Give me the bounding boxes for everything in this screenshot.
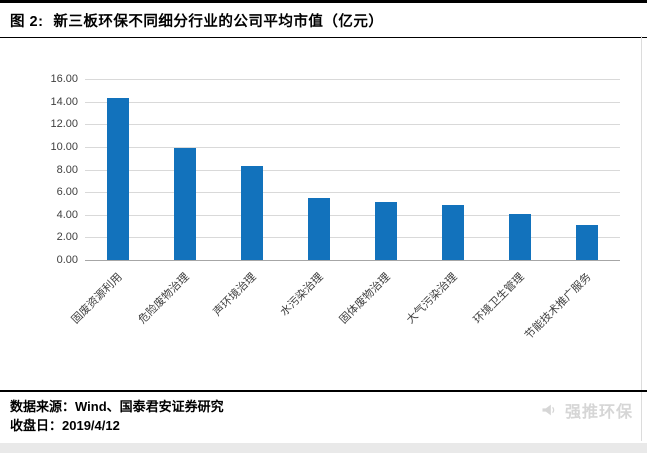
- chart-area: 0.00 2.00 4.00 6.00 8.00 10.00 12.00 14.00 16.00…: [0, 35, 647, 390]
- y-tick-label: 14.00: [50, 95, 78, 108]
- bar-声环境治理: [241, 166, 264, 260]
- gridline: [85, 237, 620, 239]
- close-date-line: 收盘日：2019/4/12: [10, 416, 637, 435]
- x-tick-label: 水污染治理: [278, 271, 326, 319]
- figure-header: 图 2: 新三板环保不同细分行业的公司平均市值（亿元）: [0, 0, 647, 38]
- gridline: [85, 79, 620, 80]
- x-tick-label: 固废资源利用: [69, 271, 126, 327]
- y-tick-label: 10.00: [50, 140, 78, 153]
- y-tick-label: 0.00: [56, 254, 78, 266]
- gridline: [85, 124, 620, 126]
- y-tick-label: 16.00: [50, 73, 78, 85]
- y-tick-label: 4.00: [56, 208, 78, 221]
- x-tick-label: 节能技术推广服务: [522, 271, 594, 342]
- gridline: [85, 214, 620, 216]
- watermark-text: 强推环保: [564, 404, 633, 421]
- bar-危险废物治理: [174, 148, 197, 260]
- bar-水污染治理: [308, 197, 331, 260]
- data-source-line: 数据来源：Wind、国泰君安证券研究: [10, 397, 637, 416]
- x-tick-label: 大气污染治理: [404, 271, 460, 327]
- gridline: [85, 169, 620, 171]
- y-tick-label: 6.00: [56, 186, 78, 199]
- x-tick-label: 固体废物治理: [337, 271, 393, 327]
- x-tick-label: 危险废物治理: [136, 271, 192, 327]
- x-axis-line: [85, 260, 620, 261]
- close-date-value: 2019/4/12: [62, 418, 120, 433]
- x-tick-label: 环境卫生管理: [471, 271, 527, 327]
- right-edge-divider: [641, 36, 642, 441]
- gridline: [85, 146, 620, 148]
- y-tick-label: 2.00: [56, 231, 78, 244]
- close-date-label: 收盘日：: [10, 418, 63, 433]
- data-source-value: Wind、国泰君安证券研究: [75, 399, 224, 414]
- megaphone-icon: [540, 400, 560, 420]
- bar-大气污染治理: [441, 204, 464, 260]
- figure-number: 图 2:: [10, 14, 44, 30]
- bar-节能技术推广服务: [575, 224, 598, 260]
- bottom-strip: [0, 443, 647, 453]
- y-tick-label: 8.00: [56, 163, 78, 176]
- bar-固体废物治理: [374, 202, 397, 260]
- gridline: [85, 101, 620, 103]
- data-source-label: 数据来源：: [10, 399, 76, 414]
- bar-固废资源利用: [107, 98, 130, 260]
- y-tick-label: 12.00: [50, 118, 78, 131]
- gridline: [85, 192, 620, 194]
- watermark: 强推环保: [540, 398, 633, 422]
- figure-title-text: 新三板环保不同细分行业的公司平均市值（亿元）: [53, 14, 384, 30]
- bar-环境卫生管理: [508, 213, 531, 260]
- figure-footer: 数据来源：Wind、国泰君安证券研究 收盘日：2019/4/12 强推环保: [0, 390, 647, 435]
- figure-title: 图 2: 新三板环保不同细分行业的公司平均市值（亿元）: [10, 10, 637, 31]
- x-tick-label: 声环境治理: [211, 271, 259, 319]
